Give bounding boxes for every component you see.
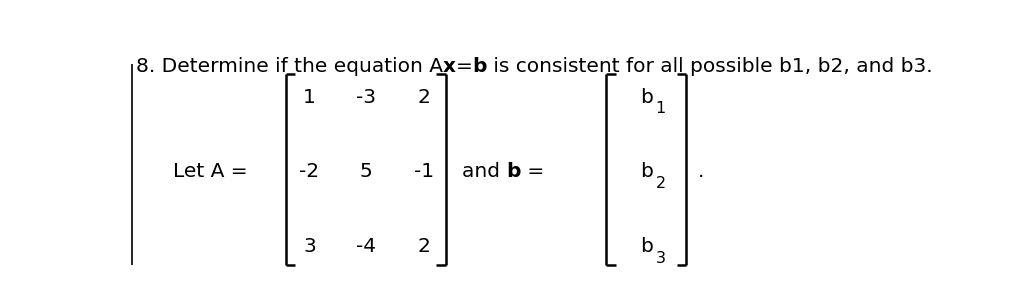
Text: =: = xyxy=(456,57,473,76)
Text: 1: 1 xyxy=(656,101,666,116)
Text: 3: 3 xyxy=(656,251,666,265)
Text: -2: -2 xyxy=(300,162,320,181)
Text: =: = xyxy=(521,162,544,181)
Text: 2: 2 xyxy=(418,88,430,107)
Text: -3: -3 xyxy=(356,88,375,107)
Text: .: . xyxy=(698,162,704,181)
Text: and: and xyxy=(462,162,507,181)
Text: b: b xyxy=(507,162,521,181)
Text: 1: 1 xyxy=(303,88,316,107)
Text: 2: 2 xyxy=(418,237,430,256)
Text: 3: 3 xyxy=(303,237,316,256)
Text: b: b xyxy=(473,57,487,76)
Text: x: x xyxy=(443,57,456,76)
Text: Let A =: Let A = xyxy=(174,162,248,181)
Text: b: b xyxy=(640,237,652,256)
Text: -1: -1 xyxy=(414,162,434,181)
Text: -4: -4 xyxy=(356,237,375,256)
Text: b: b xyxy=(640,162,652,181)
Text: is consistent for all possible b1, b2, and b3.: is consistent for all possible b1, b2, a… xyxy=(487,57,933,76)
Text: 5: 5 xyxy=(359,162,372,181)
Text: b: b xyxy=(640,88,652,107)
Text: 8. Determine if the equation A: 8. Determine if the equation A xyxy=(135,57,443,76)
Text: 2: 2 xyxy=(656,176,666,191)
